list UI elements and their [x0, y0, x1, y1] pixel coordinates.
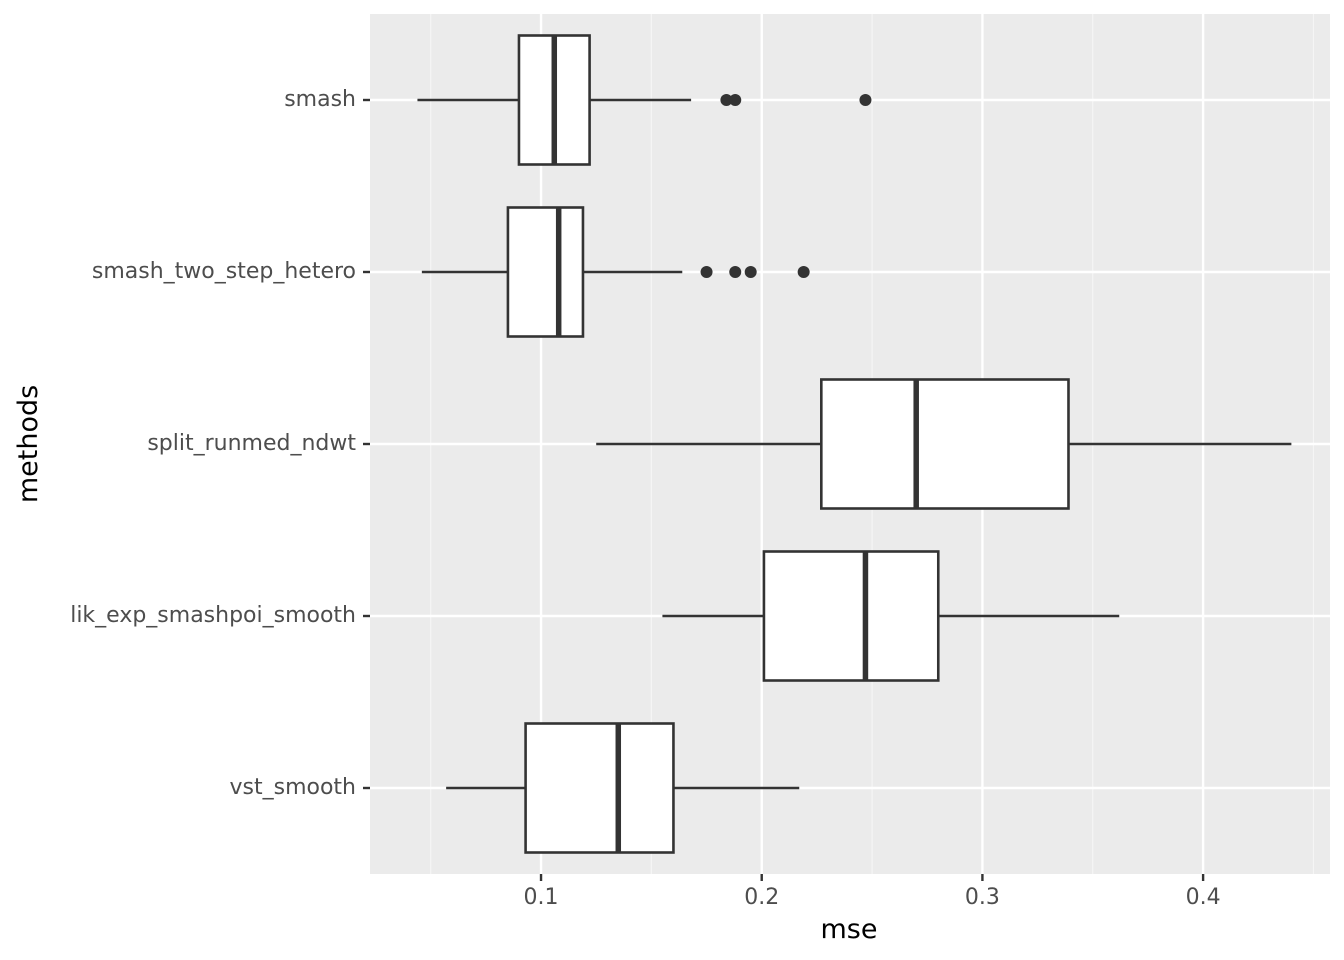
boxes-layer	[417, 34, 1292, 854]
x-tick-label: 0.4	[1186, 885, 1221, 910]
box-smash	[417, 34, 872, 166]
y-axis: smash smash_two_step_hetero split_runmed_n…	[70, 87, 370, 800]
x-axis: 0.1 0.2 0.3 0.4	[524, 874, 1221, 910]
y-axis-title: methods	[13, 385, 44, 503]
iqr-box	[762, 550, 940, 682]
y-tick-label: smash_two_step_hetero	[92, 259, 356, 284]
outlier-point	[859, 94, 872, 106]
x-axis-title: mse	[821, 914, 878, 945]
outlier-point	[720, 94, 733, 106]
y-tick-label: lik_exp_smashpoi_smooth	[70, 603, 356, 628]
outlier-point	[729, 266, 742, 278]
x-tick-label: 0.3	[965, 885, 1000, 910]
outlier-point	[729, 94, 742, 106]
y-tick-label: vst_smooth	[230, 775, 357, 800]
outlier-point	[744, 266, 757, 278]
x-tick-label: 0.1	[524, 885, 559, 910]
outlier-point	[700, 266, 713, 278]
box-split_runmed_ndwt	[596, 378, 1292, 510]
box-vst_smooth	[446, 722, 800, 854]
iqr-box	[820, 378, 1070, 510]
box-lik_exp_smashpoi_smooth	[662, 550, 1120, 682]
x-tick-label: 0.2	[744, 885, 779, 910]
y-tick-label: smash	[284, 87, 356, 112]
outlier-point	[797, 266, 810, 278]
iqr-box	[524, 722, 675, 854]
iqr-box	[506, 206, 585, 338]
box-smash_two_step_hetero	[421, 206, 810, 338]
y-tick-label: split_runmed_ndwt	[147, 431, 356, 456]
